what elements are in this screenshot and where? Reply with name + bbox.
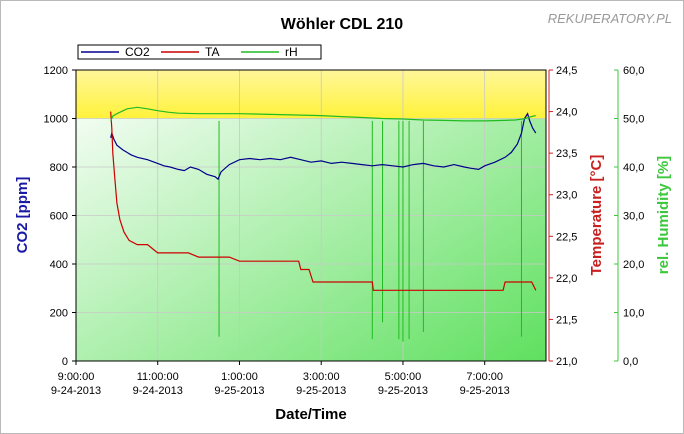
humidity-tick-label: 0,0 — [623, 356, 638, 368]
co2-tick-label: 1200 — [44, 65, 68, 77]
legend-label-rh: rH — [285, 45, 298, 59]
series-line-ta — [110, 111, 537, 291]
temperature-tick-label: 23,0 — [556, 190, 577, 202]
x-tick-time-label: 11:00:00 — [137, 371, 179, 383]
humidity-tick-label: 10,0 — [623, 308, 644, 320]
legend: CO2 TA rH — [77, 44, 322, 60]
legend-label-ta: TA — [205, 45, 219, 59]
temperature-tick-label: 22,5 — [556, 231, 577, 243]
humidity-axis-label: rel. Humidity [%] — [655, 156, 672, 274]
humidity-tick-label: 30,0 — [623, 211, 644, 223]
legend-box — [77, 44, 322, 60]
x-tick-date-label: 9-25-2013 — [214, 385, 264, 397]
series-line-co2 — [110, 112, 537, 181]
temperature-tick-label: 24,0 — [556, 107, 577, 119]
temperature-tick-label: 23,5 — [556, 148, 577, 160]
co2-axis-label: CO2 [ppm] — [14, 177, 31, 254]
humidity-tick-label: 40,0 — [623, 162, 644, 174]
humidity-tick-label: 60,0 — [623, 65, 644, 77]
x-tick-date-label: 9-25-2013 — [296, 385, 346, 397]
x-tick-date-label: 9-25-2013 — [378, 385, 428, 397]
co2-tick-label: 600 — [50, 211, 68, 223]
temperature-tick-label: 22,0 — [556, 273, 577, 285]
humidity-dropouts — [218, 120, 522, 342]
co2-tick-label: 800 — [50, 162, 68, 174]
temperature-tick-label: 21,5 — [556, 314, 577, 326]
chart-title: Wöhler CDL 210 — [281, 16, 404, 33]
series-group — [110, 106, 537, 291]
x-tick-date-label: 9-24-2013 — [51, 385, 101, 397]
x-tick-time-label: 3:00:00 — [303, 371, 340, 383]
x-tick-date-label: 9-25-2013 — [460, 385, 510, 397]
x-tick-date-label: 9-24-2013 — [133, 385, 183, 397]
x-tick-time-label: 7:00:00 — [466, 371, 503, 383]
watermark: REKUPERATORY.PL — [548, 11, 672, 26]
co2-tick-label: 400 — [50, 259, 68, 271]
temperature-tick-label: 21,0 — [556, 356, 577, 368]
co2-tick-label: 1000 — [44, 114, 68, 126]
x-tick-time-label: 1:00:00 — [221, 371, 258, 383]
humidity-tick-label: 50,0 — [623, 114, 644, 126]
co2-threshold-zone — [76, 70, 546, 119]
x-tick-time-label: 5:00:00 — [385, 371, 422, 383]
x-axis-label: Date/Time — [275, 406, 346, 423]
temperature-axis-label: Temperature [°C] — [588, 155, 605, 276]
co2-tick-label: 200 — [50, 308, 68, 320]
co2-tick-label: 0 — [62, 356, 68, 368]
humidity-tick-label: 20,0 — [623, 259, 644, 271]
legend-label-co2: CO2 — [125, 45, 150, 59]
axes: 0 200 400 600 800 1000 1200 21,0 21,5 22,0 22,5 23,… — [44, 65, 645, 397]
plot-area — [75, 69, 547, 362]
series-line-rh — [110, 106, 536, 122]
temperature-tick-label: 24,5 — [556, 65, 577, 77]
x-tick-time-label: 9:00:00 — [58, 371, 95, 383]
